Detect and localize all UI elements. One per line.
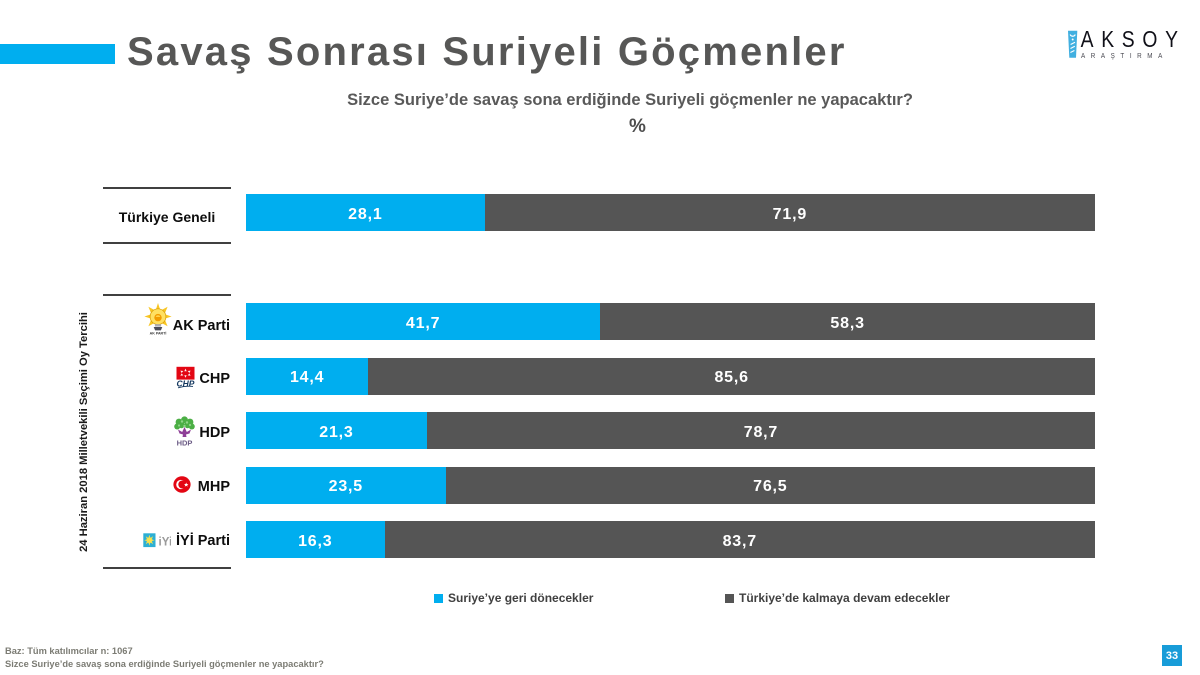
svg-text:AK PARTİ: AK PARTİ xyxy=(150,332,167,335)
svg-text:ARAŞTIRMA: ARAŞTIRMA xyxy=(1081,53,1168,60)
svg-text:iYi: iYi xyxy=(159,536,172,548)
svg-text:CHP: CHP xyxy=(177,379,195,389)
svg-text:AKSOY: AKSOY xyxy=(1081,27,1186,52)
svg-text:HDP: HDP xyxy=(177,439,193,448)
